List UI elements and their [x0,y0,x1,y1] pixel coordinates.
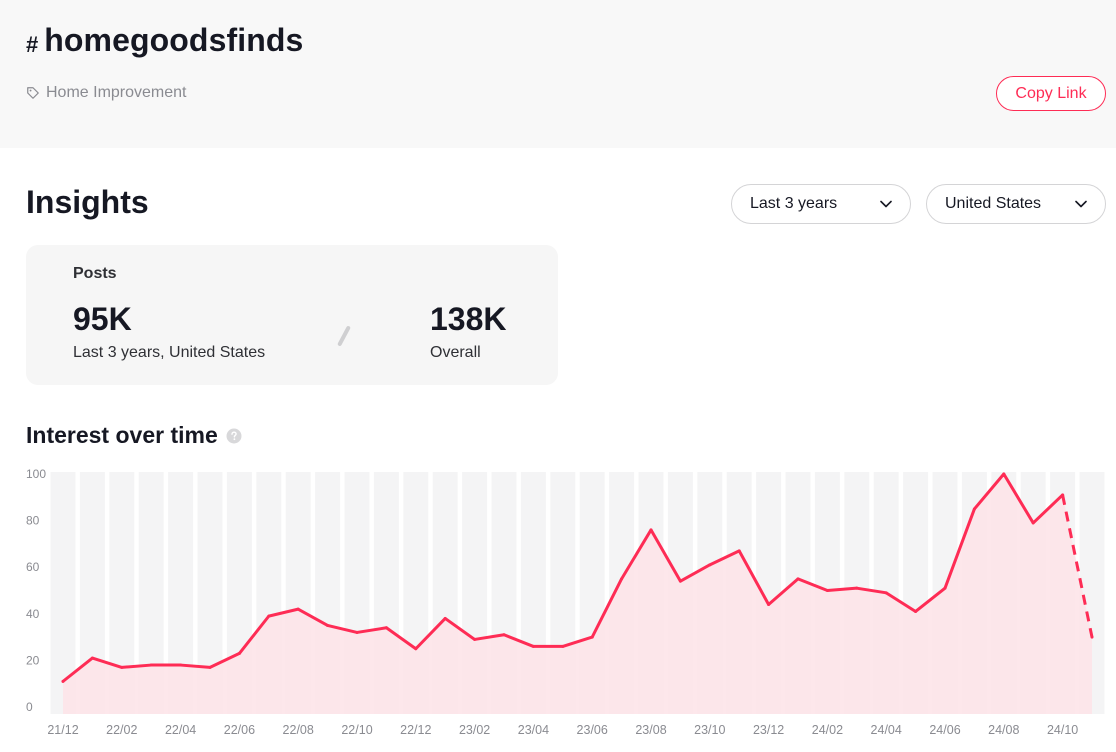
x-tick-label: 23/12 [753,723,784,737]
posts-overall-stat: 138K Overall [430,301,507,362]
data-point [1090,635,1094,639]
data-point [972,507,976,511]
x-tick-label: 23/06 [577,723,608,737]
data-point [473,637,477,641]
data-point [855,586,859,590]
x-tick-label: 22/12 [400,723,431,737]
data-point [708,563,712,567]
copy-link-button[interactable]: Copy Link [996,76,1106,111]
data-point [884,591,888,595]
time-range-select[interactable]: Last 3 years [731,184,911,224]
region-select[interactable]: United States [926,184,1106,224]
posts-overall-caption: Overall [430,344,481,361]
data-point [590,635,594,639]
hash-symbol: # [26,32,39,57]
data-point [767,602,771,606]
data-point [90,656,94,660]
data-point [267,614,271,618]
posts-label: Posts [73,265,117,282]
x-tick-label: 24/08 [988,723,1019,737]
data-point [914,609,918,613]
data-point [61,679,65,683]
category-tag[interactable]: Home Improvement [26,84,187,102]
x-axis-ticks: 21/12 22/02 22/04 22/06 22/08 22/10 22/12 23/02… [47,723,1078,737]
question-circle-icon[interactable] [226,428,242,444]
x-tick-label: 24/02 [812,723,843,737]
x-tick-label: 23/02 [459,723,490,737]
data-point [414,647,418,651]
y-tick-label: 40 [26,607,40,621]
data-point [179,663,183,667]
interest-chart: 0 20 40 60 80 100 21/12 22/02 22/04 22/06 22/08 22… [26,467,1105,737]
y-tick-label: 100 [26,467,46,481]
x-tick-label: 22/10 [341,723,372,737]
interest-title-text: Interest over time [26,422,218,448]
data-point [561,644,565,648]
time-range-value: Last 3 years [750,195,838,212]
posts-overall-value: 138K [430,301,507,337]
data-point [443,616,447,620]
x-tick-label: 22/08 [283,723,314,737]
x-tick-label: 24/10 [1047,723,1078,737]
y-tick-label: 60 [26,560,40,574]
region-value: United States [945,195,1042,212]
posts-period-stat: 95K Last 3 years, United States [73,301,265,362]
data-point [620,577,624,581]
data-point [1031,521,1035,525]
x-tick-label: 22/06 [224,723,255,737]
data-point [825,589,829,592]
data-point [943,586,947,590]
data-point [502,633,506,637]
x-tick-label: 24/06 [929,723,960,737]
hashtag-title-row: # homegoodsfinds [26,22,303,59]
x-tick-label: 24/04 [871,723,902,737]
x-tick-label: 23/04 [518,723,549,737]
data-point [737,549,741,553]
data-point [1061,493,1065,497]
data-point [326,623,330,627]
data-point [531,644,535,648]
data-point [296,607,300,611]
data-point [149,663,153,667]
data-point [355,630,359,634]
x-tick-label: 23/08 [635,723,666,737]
posts-card: Posts 95K Last 3 years, United States 13… [26,245,558,385]
y-axis-ticks: 0 20 40 60 80 100 [26,467,46,714]
chart-plot-area [61,472,1094,714]
data-point [384,626,388,630]
x-tick-label: 21/12 [47,723,78,737]
y-tick-label: 80 [26,514,40,528]
tag-icon [27,87,39,99]
data-point [678,579,682,583]
posts-period-value: 95K [73,301,132,337]
stat-divider [337,325,351,347]
chevron-down-icon [880,200,892,208]
x-tick-label: 22/04 [165,723,196,737]
hashtag-title: homegoodsfinds [44,22,304,58]
hashtag-header: # homegoodsfinds Home Improvement Copy L… [0,0,1116,148]
area-fill [63,474,1092,714]
insights-heading: Insights [26,184,149,220]
data-point [237,651,241,655]
posts-period-caption: Last 3 years, United States [73,344,266,361]
chevron-down-icon [1075,200,1087,208]
data-point [208,665,212,669]
interest-over-time-heading: Interest over time [26,422,242,449]
data-point [120,665,124,669]
series-line-projection [1061,494,1094,638]
data-point [649,528,653,532]
data-point [1002,472,1006,476]
x-tick-label: 23/10 [694,723,725,737]
y-tick-label: 20 [26,653,40,667]
x-tick-label: 22/02 [106,723,137,737]
y-tick-label: 0 [26,700,33,714]
data-point [796,577,800,581]
category-label: Home Improvement [46,84,187,101]
